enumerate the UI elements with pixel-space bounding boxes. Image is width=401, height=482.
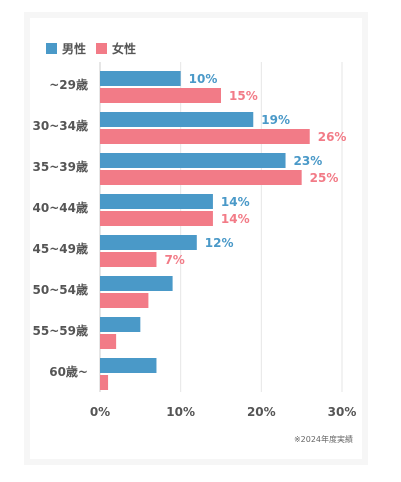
bar-male [100, 358, 157, 373]
chart-legend: 男性 女性 [46, 40, 146, 57]
category-label: 45~49歳 [33, 241, 88, 256]
category-label: 60歳~ [49, 364, 88, 379]
data-label-female: 7% [164, 253, 184, 267]
category-label: 35~39歳 [33, 159, 88, 174]
bar-male [100, 153, 286, 168]
category-label: 40~44歳 [33, 200, 88, 215]
data-label-male: 19% [261, 113, 290, 127]
x-tick-label: 20% [247, 405, 276, 419]
bar-male [100, 317, 141, 332]
bar-male [100, 71, 181, 86]
data-label-male: 12% [205, 236, 234, 250]
category-label: 30~34歳 [33, 118, 88, 133]
bar-male [100, 112, 254, 127]
data-label-female: 15% [229, 89, 258, 103]
footnote: ※2024年度実績 [293, 435, 353, 444]
bar-female [100, 88, 221, 103]
bar-female [100, 293, 149, 308]
x-tick-label: 10% [166, 405, 195, 419]
category-label: ~29歳 [49, 77, 88, 92]
category-label: 50~54歳 [33, 282, 88, 297]
bar-female [100, 334, 117, 349]
bar-female [100, 170, 302, 185]
data-label-female: 14% [221, 212, 250, 226]
bar-male [100, 194, 213, 209]
x-tick-label: 0% [90, 405, 110, 419]
legend-label-male: 男性 [62, 42, 87, 56]
data-label-female: 25% [310, 171, 339, 185]
x-tick-label: 30% [328, 405, 357, 419]
data-label-female: 26% [318, 130, 347, 144]
data-label-male: 14% [221, 195, 250, 209]
data-label-male: 10% [189, 72, 218, 86]
legend-item-female: 女性 [96, 40, 136, 57]
bar-male [100, 276, 173, 291]
legend-swatch-male [46, 43, 57, 54]
legend-swatch-female [96, 43, 108, 54]
legend-label-female: 女性 [112, 42, 137, 56]
bar-female [100, 211, 213, 226]
bar-male [100, 235, 197, 250]
bar-female [100, 129, 310, 144]
bar-female [100, 375, 109, 390]
category-label: 55~59歳 [33, 323, 88, 338]
bar-female [100, 252, 157, 267]
legend-item-male: 男性 [46, 40, 86, 57]
data-label-male: 23% [294, 154, 323, 168]
